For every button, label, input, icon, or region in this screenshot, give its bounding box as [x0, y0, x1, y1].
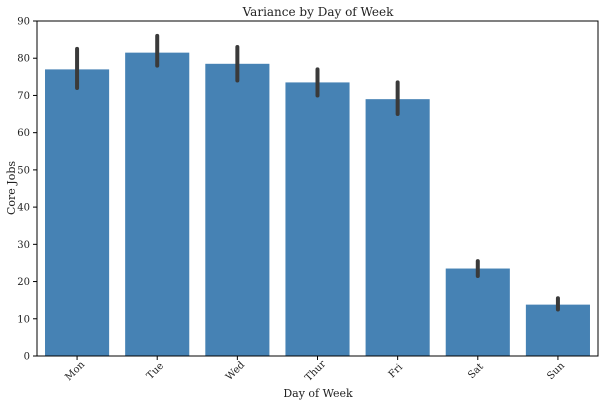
- y-tick-label: 0: [24, 352, 30, 363]
- x-tick-label-tue: Tue: [145, 361, 166, 382]
- x-tick-label-thur: Thur: [303, 359, 328, 384]
- y-tick-label: 80: [17, 54, 30, 65]
- y-tick-label: 70: [17, 91, 30, 102]
- bar-mon: [45, 69, 110, 356]
- y-tick-label: 20: [17, 277, 30, 288]
- chart-title: Variance by Day of Week: [242, 5, 394, 19]
- y-tick-label: 40: [17, 203, 30, 214]
- y-tick-label: 30: [17, 240, 30, 251]
- bar-fri: [365, 99, 430, 357]
- x-tick-label-mon: Mon: [63, 359, 87, 383]
- x-tick-label-sun: Sun: [545, 360, 567, 382]
- y-tick-label: 90: [17, 17, 30, 28]
- bar-sun: [525, 304, 590, 356]
- x-tick-label-wed: Wed: [224, 359, 248, 383]
- x-tick-label-sat: Sat: [466, 361, 486, 381]
- y-tick-label: 60: [17, 128, 30, 139]
- x-tick-label-fri: Fri: [387, 362, 405, 380]
- plot-frame: [36, 20, 599, 357]
- bar-wed: [205, 63, 270, 357]
- bar-tue: [125, 52, 190, 357]
- y-tick-label: 50: [17, 165, 30, 176]
- bar-thur: [285, 82, 350, 357]
- y-tick-label: 10: [17, 314, 30, 325]
- bar-sat: [445, 268, 510, 356]
- x-axis-title: Day of Week: [283, 387, 353, 400]
- y-axis-title: Core Jobs: [5, 161, 18, 215]
- plot-area: 0 10 20 30 40 50 60 70 80 90 Mon Tue Wed Thur Fri Sat Su…: [17, 17, 590, 384]
